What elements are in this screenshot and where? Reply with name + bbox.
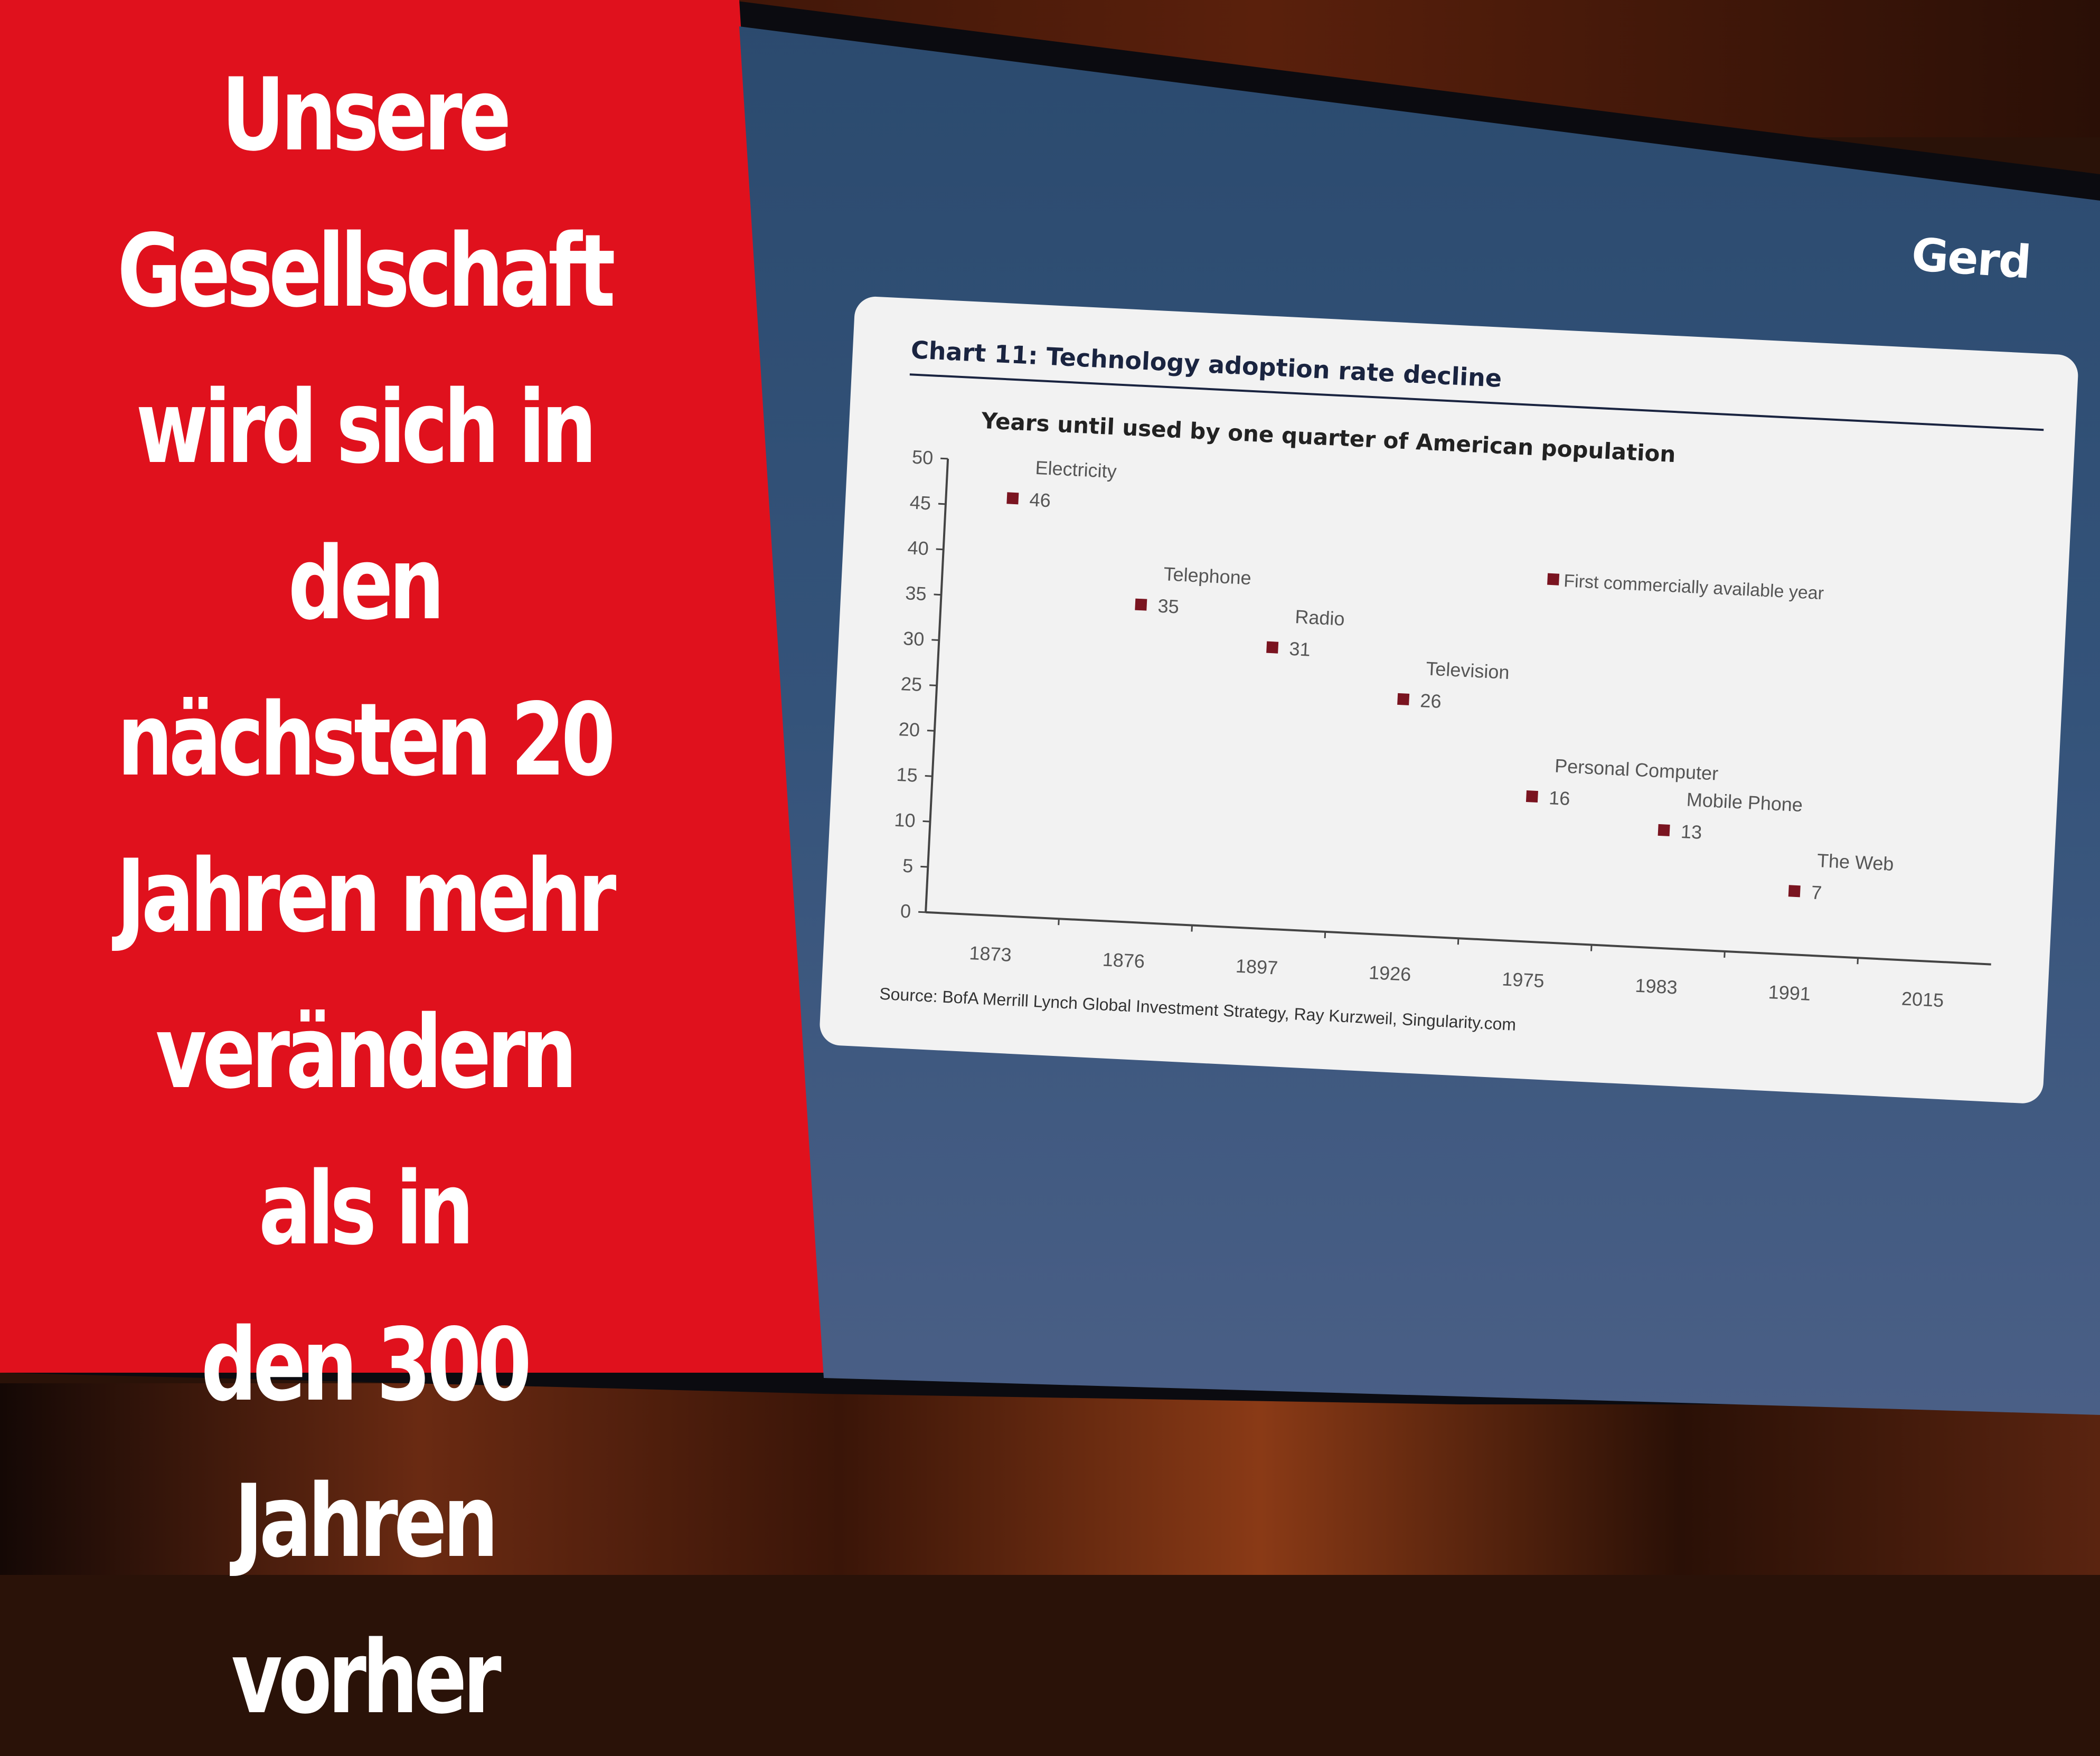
y-tick-label: 25 bbox=[900, 673, 922, 695]
data-point-name: Mobile Phone bbox=[1686, 788, 1803, 816]
y-tick-mark bbox=[922, 820, 930, 823]
y-tick-label: 30 bbox=[902, 627, 925, 650]
slide-left-panel bbox=[0, 0, 824, 1373]
x-tick-label: 1975 bbox=[1501, 968, 1545, 992]
y-tick-label: 45 bbox=[909, 492, 931, 514]
data-value-label: 46 bbox=[1029, 488, 1051, 511]
data-point bbox=[1135, 598, 1147, 611]
room-background-bottom bbox=[0, 1383, 2100, 1575]
data-value-label: 16 bbox=[1548, 787, 1570, 809]
x-tick-label: 1991 bbox=[1768, 981, 1811, 1005]
data-point-name: The Web bbox=[1816, 849, 1894, 875]
data-point bbox=[1006, 492, 1019, 505]
data-point bbox=[1525, 790, 1538, 803]
y-tick-label: 20 bbox=[898, 718, 920, 741]
data-point bbox=[1397, 693, 1410, 705]
slide-headline: Unsere Gesellschaft wird sich in den näc… bbox=[116, 56, 616, 1736]
y-tick-label: 40 bbox=[907, 536, 929, 559]
data-value-label: 35 bbox=[1157, 595, 1180, 618]
chart-plot: 0 5 10 15 20 25 30 35 40 45 50 1873 1876 1897 1926 1975… bbox=[894, 446, 1991, 1011]
y-tick-label: 35 bbox=[905, 582, 927, 605]
y-tick-label: 5 bbox=[902, 855, 914, 877]
data-point bbox=[1266, 641, 1279, 654]
data-value-label: 13 bbox=[1680, 820, 1702, 843]
y-tick-label: 10 bbox=[894, 809, 916, 832]
data-value-label: 7 bbox=[1811, 881, 1822, 903]
legend-marker bbox=[1547, 573, 1560, 586]
x-tick-label: 1983 bbox=[1635, 975, 1678, 998]
x-tick-label: 1897 bbox=[1235, 955, 1278, 979]
y-tick-mark bbox=[940, 457, 948, 460]
y-tick-label: 50 bbox=[911, 446, 934, 469]
y-tick-label: 0 bbox=[900, 900, 911, 922]
x-tick-label: 1873 bbox=[969, 942, 1012, 966]
data-point-name: Television bbox=[1426, 657, 1510, 683]
chart-card: Chart 11: Technology adoption rate decli… bbox=[818, 296, 2079, 1104]
y-tick-mark bbox=[925, 775, 933, 777]
data-point-name: Electricity bbox=[1035, 457, 1117, 482]
data-point-name: Personal Computer bbox=[1554, 755, 1719, 785]
x-tick-label: 1876 bbox=[1102, 948, 1145, 972]
y-tick-mark bbox=[936, 548, 944, 551]
brand-logo: Gerd bbox=[1909, 228, 2032, 289]
y-tick-mark bbox=[920, 865, 928, 868]
y-tick-mark bbox=[929, 684, 937, 686]
data-point bbox=[1788, 885, 1801, 898]
x-tick-label: 2015 bbox=[1901, 987, 1944, 1011]
x-tick-label: 1926 bbox=[1368, 961, 1411, 985]
data-value-label: 26 bbox=[1420, 690, 1442, 712]
data-point bbox=[1658, 824, 1670, 836]
legend-label: First commercially available year bbox=[1564, 571, 1824, 603]
data-value-label: 31 bbox=[1289, 638, 1311, 660]
data-point-name: Radio bbox=[1295, 606, 1345, 630]
y-tick-mark bbox=[934, 593, 941, 596]
y-tick-label: 15 bbox=[896, 763, 918, 786]
data-point-name: Telephone bbox=[1163, 563, 1252, 589]
